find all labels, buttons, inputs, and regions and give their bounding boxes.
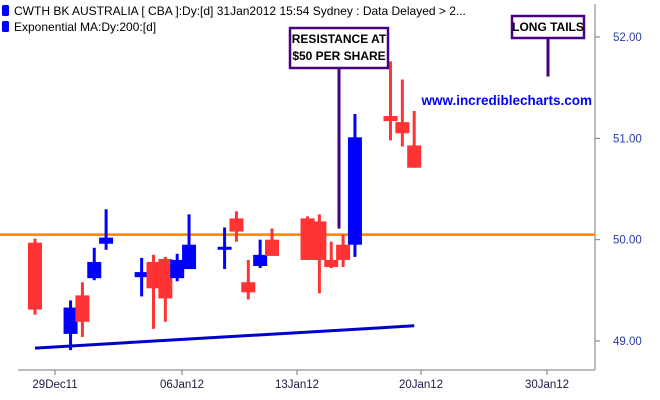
candle-body <box>63 307 78 334</box>
candle <box>170 253 185 282</box>
legend-entry: Exponential MA:Dy:200:[d] <box>2 20 156 34</box>
y-tick-label: 52.00 <box>613 32 642 44</box>
candle-body <box>75 295 90 322</box>
annotation-label: RESISTANCE AT <box>292 32 387 46</box>
x-tick-label: 20Jan12 <box>399 379 443 391</box>
candle <box>241 259 256 300</box>
candle-body <box>217 246 232 250</box>
x-tick-label: 13Jan12 <box>275 379 319 391</box>
candle <box>182 214 197 270</box>
y-axis: 52.00 51.00 50.00 49.00 <box>595 32 642 348</box>
annotation: RESISTANCE AT $50 PER SHARE <box>288 26 390 229</box>
candle-body <box>170 259 185 279</box>
candle-body <box>395 122 410 134</box>
watermark-text: www.incrediblecharts.com <box>420 93 592 108</box>
candle <box>217 227 232 270</box>
candle-body <box>182 244 197 270</box>
legend-label: CWTH BK AUSTRALIA [ CBA ]:Dy:[d] 31Jan20… <box>14 4 466 18</box>
candle <box>63 300 78 351</box>
candle <box>28 238 42 315</box>
y-tick-label: 49.00 <box>613 336 642 348</box>
candle-body <box>158 258 173 299</box>
candle-body <box>300 218 315 260</box>
candle <box>300 216 315 260</box>
candle <box>134 257 149 297</box>
legend-swatch <box>2 21 9 32</box>
candle <box>347 114 362 257</box>
annotation: LONG TAILS <box>510 14 586 77</box>
candle-body <box>383 116 398 122</box>
annotation-label: $50 PER SHARE <box>292 49 385 63</box>
x-tick-label: 06Jan12 <box>160 379 204 391</box>
candle-body <box>407 145 422 168</box>
candle <box>146 254 161 329</box>
annotation-label: LONG TAILS <box>512 20 584 34</box>
candle <box>324 241 339 269</box>
candle <box>253 239 268 269</box>
legend-entry: CWTH BK AUSTRALIA [ CBA ]:Dy:[d] 31Jan20… <box>2 4 466 18</box>
candle-body <box>265 239 279 256</box>
y-tick-label: 51.00 <box>613 133 642 145</box>
candle <box>87 247 102 281</box>
x-tick-label: 29Dec11 <box>32 379 77 391</box>
candle-body <box>324 259 339 268</box>
candle-body <box>28 242 42 310</box>
x-axis: 29Dec11 06Jan12 13Jan12 20Jan12 30Jan12 <box>32 370 569 391</box>
candle <box>75 282 90 337</box>
candle <box>158 256 173 322</box>
candle-body <box>336 244 351 260</box>
candle-body <box>312 221 327 260</box>
candle-body <box>347 137 362 245</box>
annotation-box <box>288 26 390 70</box>
candle-body <box>87 261 102 279</box>
candle-body <box>134 272 149 278</box>
legend-label: Exponential MA:Dy:200:[d] <box>14 20 156 34</box>
candle-body <box>146 261 161 289</box>
candle <box>336 234 351 268</box>
candle-body <box>99 237 114 244</box>
candle <box>407 110 422 168</box>
legend-swatch <box>2 5 9 16</box>
plot-area: RESISTANCE AT $50 PER SHARE LONG TAILS www.… <box>0 4 596 371</box>
candle <box>312 214 327 294</box>
candle-body <box>229 218 244 232</box>
moving-average-line <box>34 324 415 350</box>
annotation-box <box>510 14 586 40</box>
candle-body <box>253 254 268 267</box>
candle <box>265 228 279 256</box>
candle <box>229 211 244 242</box>
y-tick-label: 50.00 <box>613 235 642 247</box>
candle <box>99 209 114 250</box>
x-tick-label: 30Jan12 <box>525 379 569 391</box>
candle-body <box>241 282 256 293</box>
candle <box>395 79 410 147</box>
candle <box>383 61 398 141</box>
legend: CWTH BK AUSTRALIA [ CBA ]:Dy:[d] 31Jan20… <box>2 4 466 34</box>
